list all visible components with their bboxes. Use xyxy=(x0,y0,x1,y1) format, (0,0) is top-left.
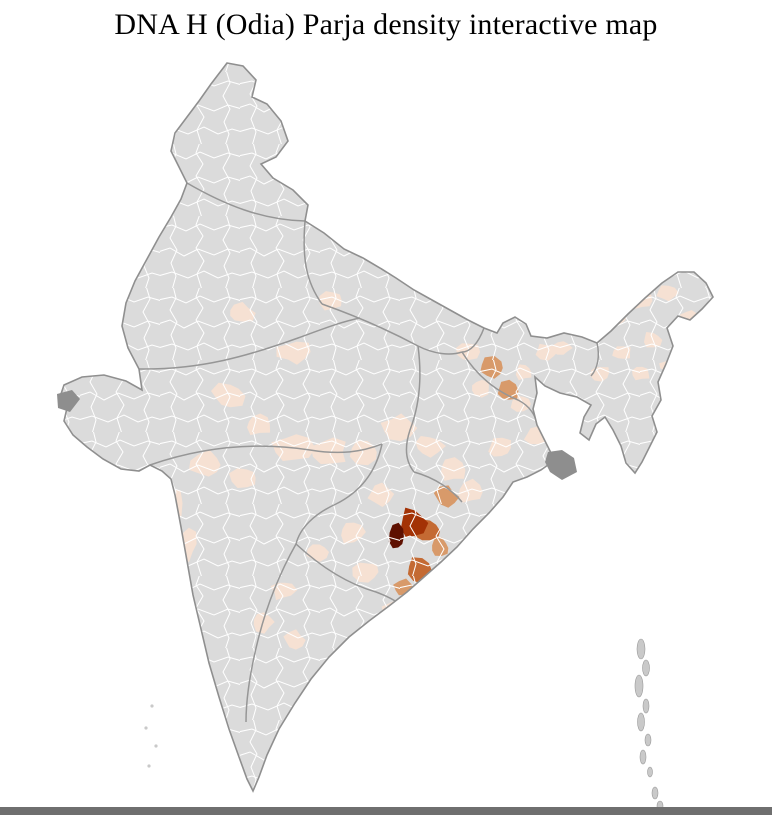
page-title: DNA H (Odia) Parja density interactive m… xyxy=(114,8,658,41)
andaman-islands xyxy=(634,638,664,812)
district-region-low[interactable] xyxy=(399,617,416,636)
neighbor-land-west xyxy=(57,390,80,412)
district-grid-overlay xyxy=(60,63,713,791)
neighbor-land-patches xyxy=(57,390,577,480)
lakshadweep-islands xyxy=(144,704,158,768)
bottom-bar xyxy=(0,807,772,815)
neighbor-land-delta xyxy=(545,450,577,480)
